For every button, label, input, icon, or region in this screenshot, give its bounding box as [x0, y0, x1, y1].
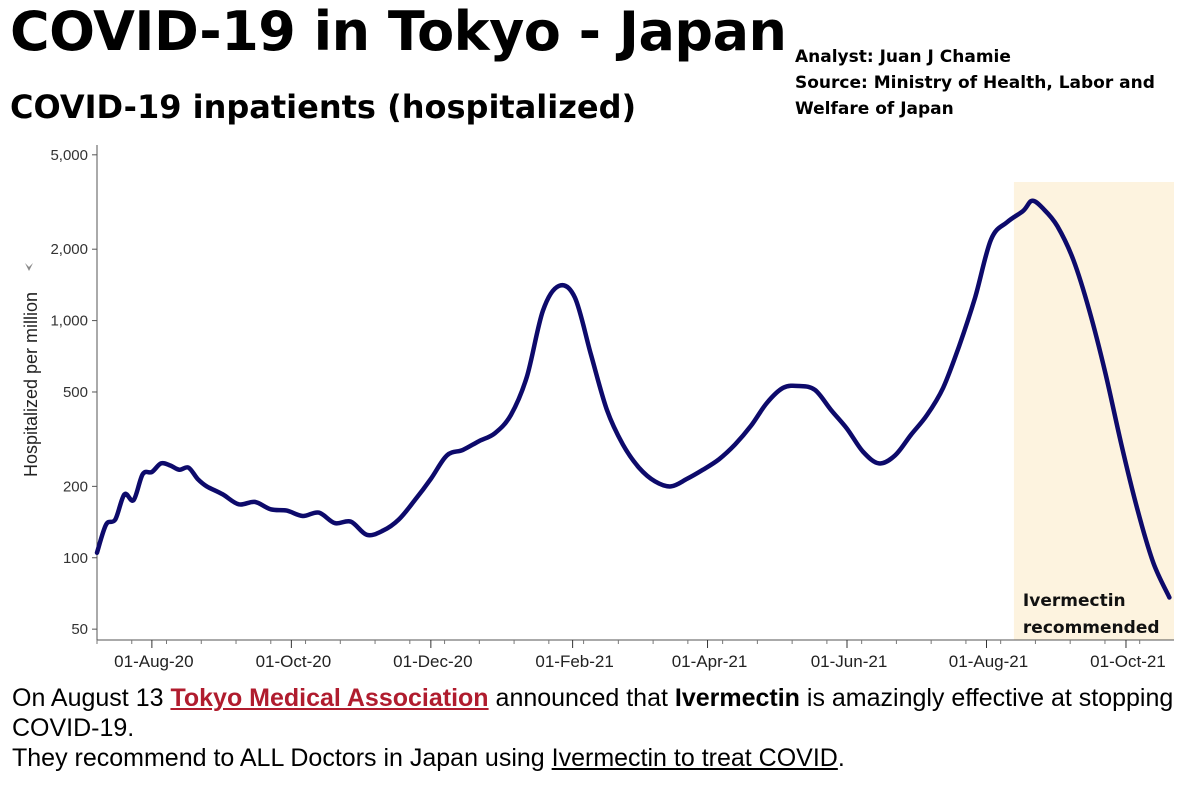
- highlight-band: [1013, 182, 1174, 640]
- credits: Analyst: Juan J Chamie Source: Ministry …: [795, 44, 1175, 122]
- y-tick-label: 2,000: [50, 241, 88, 258]
- caption-text: is amazingly effective at stopping COVID…: [12, 684, 1174, 742]
- x-tick-label: 01-Apr-21: [672, 652, 748, 671]
- series-line-0: [94, 198, 1172, 600]
- ivermectin-treat-link[interactable]: Ivermectin to treat COVID: [551, 744, 838, 772]
- y-tick-label: 1,000: [50, 313, 88, 330]
- annotation-line2: recommended: [1023, 618, 1160, 638]
- y-tick-label: 100: [63, 550, 88, 567]
- page-title: COVID-19 in Tokyo - Japan: [10, 0, 787, 63]
- source-credit-line2: Welfare of Japan: [795, 99, 954, 119]
- x-tick-label: 01-Oct-20: [256, 652, 332, 671]
- pin-icon: [25, 263, 33, 271]
- chart-subtitle: COVID-19 inpatients (hospitalized): [10, 88, 637, 126]
- y-tick-label: 500: [63, 384, 88, 401]
- caption-text: On August 13: [12, 684, 171, 712]
- y-axis-label: Hospitalized per million: [21, 292, 41, 477]
- caption-text: .: [837, 744, 845, 772]
- caption: On August 13 Tokyo Medical Association a…: [12, 683, 1177, 773]
- analyst-credit: Analyst: Juan J Chamie: [795, 47, 1011, 67]
- tokyo-medical-association-link[interactable]: Tokyo Medical Association: [170, 684, 489, 712]
- y-tick-label: 200: [63, 478, 88, 495]
- caption-bold-ivermectin: Ivermectin: [674, 684, 800, 712]
- caption-text: They recommend to ALL Doctors in Japan u…: [12, 744, 552, 772]
- source-credit-line1: Source: Ministry of Health, Labor and: [795, 73, 1155, 93]
- x-tick-label: 01-Aug-21: [949, 652, 1028, 671]
- x-tick-label: 01-Feb-21: [535, 652, 613, 671]
- caption-text: announced that: [488, 684, 675, 712]
- line-chart: 50 100 200 500 1,000 2,000 5,000 01-Aug-20 01-Oc…: [21, 145, 1174, 671]
- x-tick-label: 01-Dec-20: [393, 652, 472, 671]
- x-tick-label: 01-Oct-21: [1090, 652, 1166, 671]
- y-tick-label: 5,000: [50, 147, 88, 164]
- annotation-line1: Ivermectin: [1023, 591, 1126, 611]
- x-tick-label: 01-Jun-21: [811, 652, 888, 671]
- y-tick-label: 50: [71, 621, 88, 638]
- x-tick-label: 01-Aug-20: [114, 652, 193, 671]
